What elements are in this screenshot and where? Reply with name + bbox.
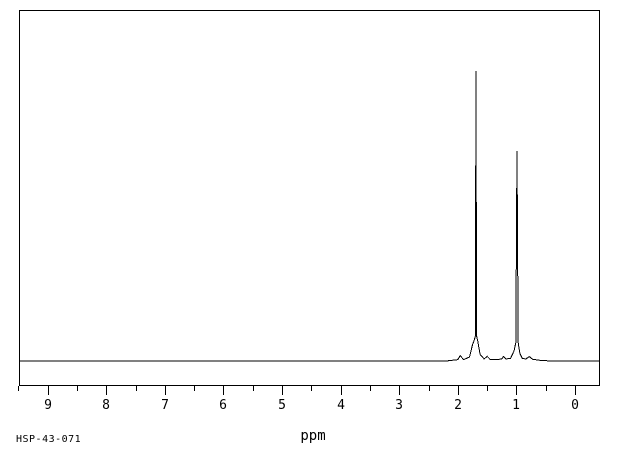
plot-frame xyxy=(19,10,600,386)
axis-tick-label: 3 xyxy=(395,398,403,413)
axis-tick-label: 2 xyxy=(454,398,462,413)
spectrum-trace xyxy=(19,70,600,362)
axis-tick-minor xyxy=(370,386,371,391)
axis-tick-label: 0 xyxy=(571,398,579,413)
axis-tick-major xyxy=(516,386,517,395)
axis-tick-major xyxy=(106,386,107,395)
axis-tick-label: 7 xyxy=(161,398,169,413)
axis-tick-major xyxy=(458,386,459,395)
axis-tick-minor xyxy=(194,386,195,391)
sample-id-label: HSP-43-071 xyxy=(16,434,82,445)
axis-tick-major xyxy=(223,386,224,395)
axis-tick-minor xyxy=(77,386,78,391)
axis-tick-major xyxy=(165,386,166,395)
axis-tick-label: 5 xyxy=(278,398,286,413)
axis-tick-minor xyxy=(253,386,254,391)
axis-tick-minor xyxy=(136,386,137,391)
axis-tick-minor xyxy=(18,386,19,391)
axis-tick-major xyxy=(48,386,49,395)
axis-tick-major xyxy=(282,386,283,395)
axis-tick-label: 9 xyxy=(44,398,52,413)
axis-tick-minor xyxy=(429,386,430,391)
axis-tick-minor xyxy=(311,386,312,391)
axis-tick-minor xyxy=(546,386,547,391)
axis-title-ppm: ppm xyxy=(300,428,326,444)
axis-tick-label: 8 xyxy=(102,398,110,413)
axis-tick-label: 4 xyxy=(337,398,345,413)
axis-tick-major xyxy=(575,386,576,395)
axis-tick-label: 1 xyxy=(512,398,520,413)
axis-tick-major xyxy=(341,386,342,395)
axis-tick-minor xyxy=(487,386,488,391)
axis-tick-major xyxy=(399,386,400,395)
spectrum-trace-line xyxy=(19,70,600,362)
axis-tick-label: 6 xyxy=(219,398,227,413)
